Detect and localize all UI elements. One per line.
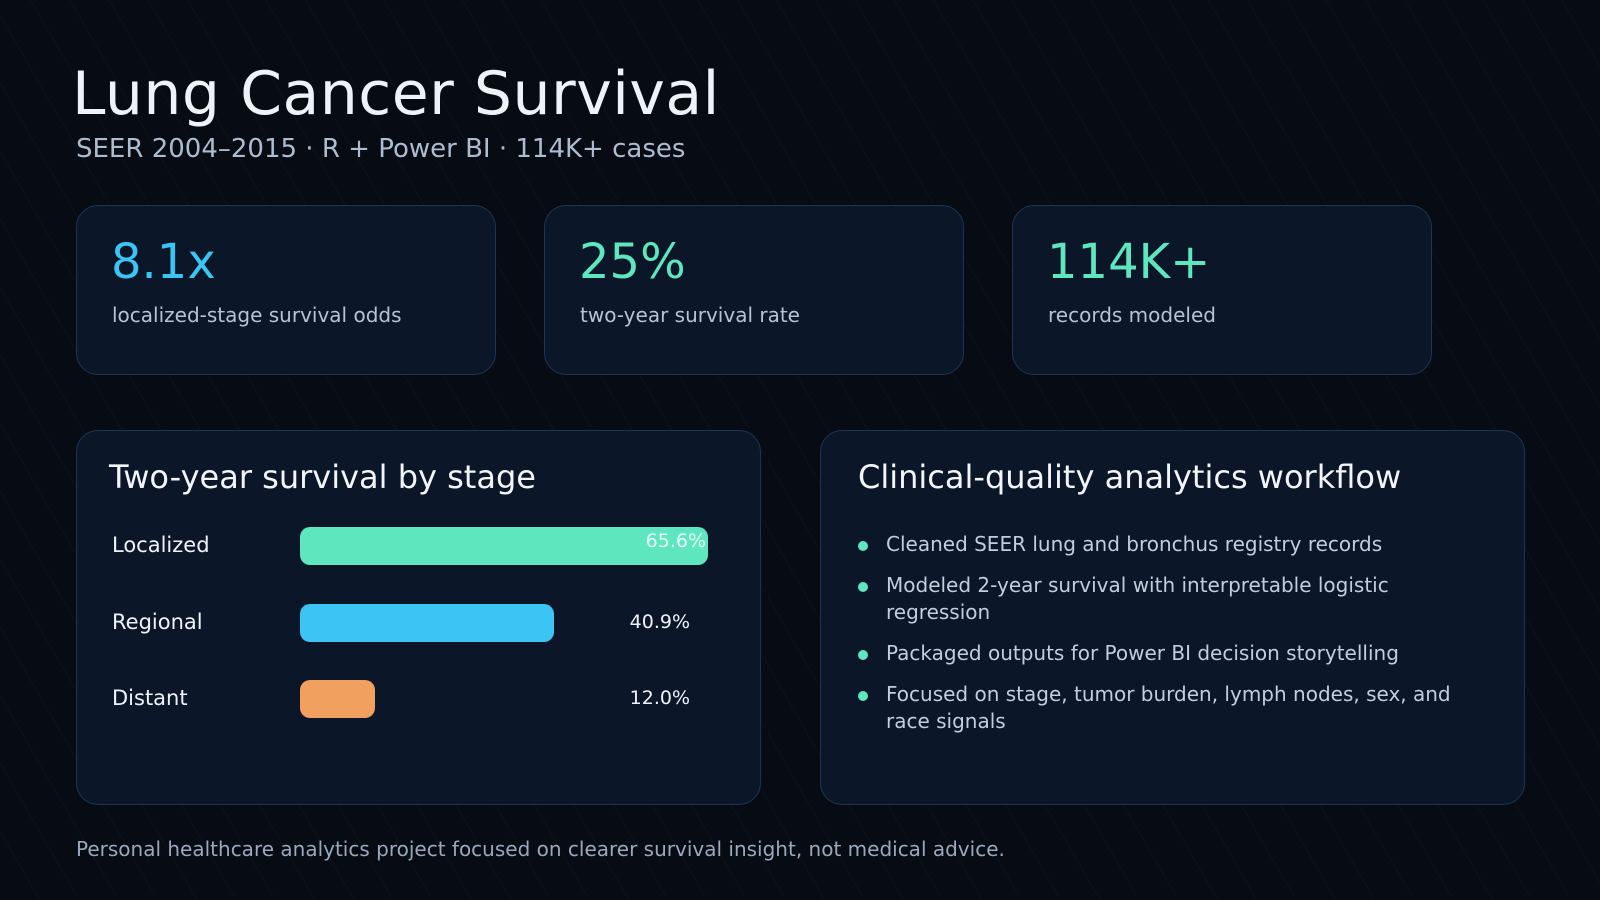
- workflow-card: Clinical-quality analytics workflow Clea…: [820, 430, 1525, 805]
- stat-card-survival-rate: 25% two-year survival rate: [544, 205, 964, 375]
- bar-row-distant: Distant 12.0%: [77, 678, 760, 718]
- bar-row-regional: Regional 40.9%: [77, 602, 760, 642]
- list-item: Modeled 2-year survival with interpretab…: [858, 572, 1478, 626]
- list-item: Packaged outputs for Power BI decision s…: [858, 640, 1478, 667]
- list-item-text: Packaged outputs for Power BI decision s…: [886, 641, 1399, 665]
- stat-label: two-year survival rate: [580, 303, 800, 327]
- bar-category-label: Regional: [112, 610, 203, 634]
- list-item-text: Cleaned SEER lung and bronchus registry …: [886, 532, 1383, 556]
- survival-by-stage-chart: Two-year survival by stage Localized 65.6…: [76, 430, 761, 805]
- stat-value: 114K+: [1047, 234, 1211, 290]
- bar-regional: [300, 604, 554, 642]
- bar-localized: [300, 527, 708, 565]
- bar-value-label: 65.6%: [645, 530, 706, 552]
- list-item: Cleaned SEER lung and bronchus registry …: [858, 531, 1478, 558]
- bar-value-label: 12.0%: [629, 687, 690, 709]
- bar-distant: [300, 680, 375, 718]
- bar-category-label: Localized: [112, 533, 210, 557]
- bar-track: [300, 680, 708, 718]
- list-item-text: Focused on stage, tumor burden, lymph no…: [886, 682, 1451, 733]
- page-title: Lung Cancer Survival: [72, 59, 720, 129]
- bar-category-label: Distant: [112, 686, 188, 710]
- stat-card-records: 114K+ records modeled: [1012, 205, 1432, 375]
- bullet-dot-icon: [858, 541, 868, 551]
- stat-card-survival-odds: 8.1x localized-stage survival odds: [76, 205, 496, 375]
- footer-note: Personal healthcare analytics project fo…: [76, 837, 1005, 861]
- stat-label: localized-stage survival odds: [112, 303, 402, 327]
- bar-value-label: 40.9%: [629, 611, 690, 633]
- bar-track: [300, 527, 708, 565]
- page-subtitle: SEER 2004–2015 · R + Power BI · 114K+ ca…: [76, 134, 686, 164]
- list-item: Focused on stage, tumor burden, lymph no…: [858, 681, 1478, 735]
- bullet-dot-icon: [858, 582, 868, 592]
- bullet-dot-icon: [858, 650, 868, 660]
- bar-row-localized: Localized 65.6%: [77, 525, 760, 565]
- stat-value: 25%: [579, 234, 686, 290]
- workflow-list: Cleaned SEER lung and bronchus registry …: [858, 531, 1478, 749]
- bullet-dot-icon: [858, 691, 868, 701]
- list-item-text: Modeled 2-year survival with interpretab…: [886, 573, 1389, 624]
- bar-track: [300, 604, 708, 642]
- workflow-title: Clinical-quality analytics workflow: [858, 458, 1402, 496]
- chart-title: Two-year survival by stage: [109, 458, 536, 496]
- stat-label: records modeled: [1048, 303, 1216, 327]
- stat-value: 8.1x: [111, 234, 216, 290]
